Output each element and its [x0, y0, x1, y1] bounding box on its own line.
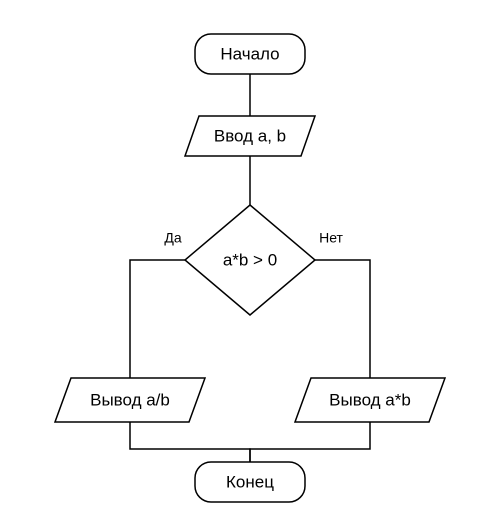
edge-no-end — [250, 422, 370, 462]
flowchart-canvas: Да Нет Начало Ввод a, b a*b > 0 Вывод a/… — [0, 0, 500, 530]
edge-decision-no: Нет — [315, 230, 370, 378]
node-output-yes: Вывод a/b — [55, 378, 205, 422]
node-start-label: Начало — [220, 44, 279, 63]
node-input: Ввод a, b — [185, 116, 315, 156]
node-decision-label: a*b > 0 — [223, 250, 277, 269]
branch-label-no: Нет — [319, 230, 343, 246]
node-start: Начало — [195, 34, 305, 74]
node-end: Конец — [195, 462, 305, 502]
node-input-label: Ввод a, b — [214, 126, 286, 145]
node-decision: a*b > 0 — [185, 205, 315, 315]
edge-yes-end — [130, 422, 250, 462]
edge-decision-yes: Да — [130, 230, 185, 378]
node-output-yes-label: Вывод a/b — [90, 390, 170, 409]
branch-label-yes: Да — [164, 230, 181, 246]
node-end-label: Конец — [226, 472, 274, 491]
node-output-no-label: Вывод a*b — [329, 390, 411, 409]
node-output-no: Вывод a*b — [295, 378, 445, 422]
